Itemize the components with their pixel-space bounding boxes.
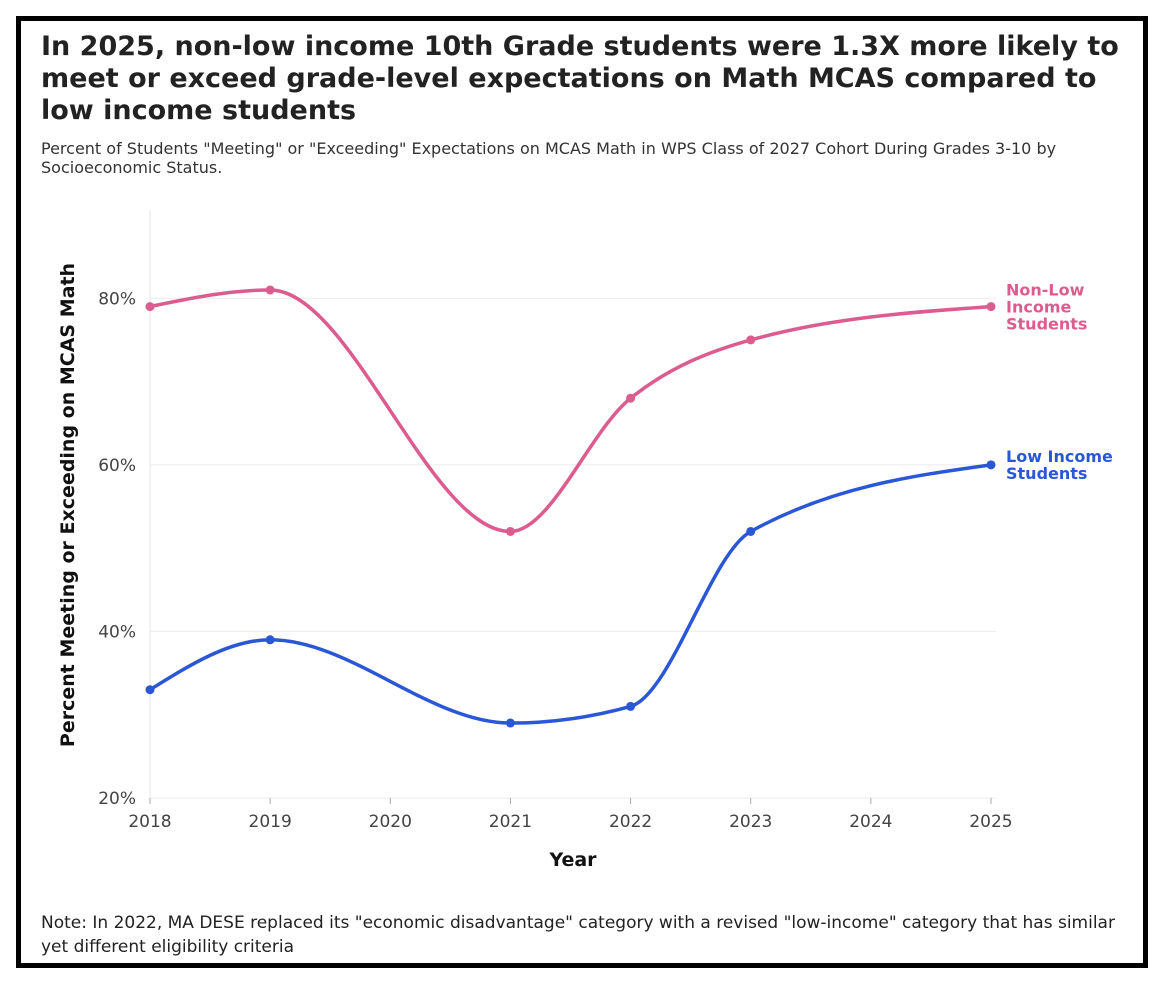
data-point [986, 302, 996, 312]
x-tick-label: 2020 [369, 812, 412, 832]
data-point [505, 526, 515, 536]
series-line [149, 463, 992, 725]
x-tick-label: 2024 [849, 812, 892, 832]
data-point [145, 685, 155, 695]
series-line [149, 288, 992, 534]
data-point [626, 393, 636, 403]
data-point [746, 526, 756, 536]
chart-subtitle: Percent of Students "Meeting" or "Exceed… [41, 139, 1057, 177]
y-axis-title: Percent Meeting or Exceeding on MCAS Mat… [57, 263, 79, 747]
data-point [746, 335, 756, 345]
series-label: Non-Low Income Students [1006, 280, 1088, 334]
chart-frame: In 2025, non-low income 10th Grade stude… [16, 16, 1148, 968]
chart-title: In 2025, non-low income 10th Grade stude… [41, 31, 1119, 126]
x-tick-label: 2021 [489, 812, 532, 832]
series-label: Low Income Students [1006, 446, 1113, 483]
x-tick-label: 2022 [609, 812, 652, 832]
x-tick-label: 2025 [969, 812, 1012, 832]
data-point [265, 635, 275, 645]
x-axis-title: Year [548, 849, 597, 871]
data-point [145, 302, 155, 312]
data-point [626, 701, 636, 711]
x-tick-label: 2023 [729, 812, 772, 832]
data-point [505, 718, 515, 728]
x-tick-label: 2018 [128, 812, 171, 832]
chart-note: Note: In 2022, MA DESE replaced its "eco… [41, 913, 1115, 957]
y-tick-label: 20% [98, 789, 136, 809]
y-tick-label: 80% [98, 289, 136, 309]
y-tick-label: 40% [98, 622, 136, 642]
y-tick-label: 60% [98, 456, 136, 476]
data-point [986, 460, 996, 470]
x-tick-label: 2019 [249, 812, 292, 832]
data-point [265, 285, 275, 295]
